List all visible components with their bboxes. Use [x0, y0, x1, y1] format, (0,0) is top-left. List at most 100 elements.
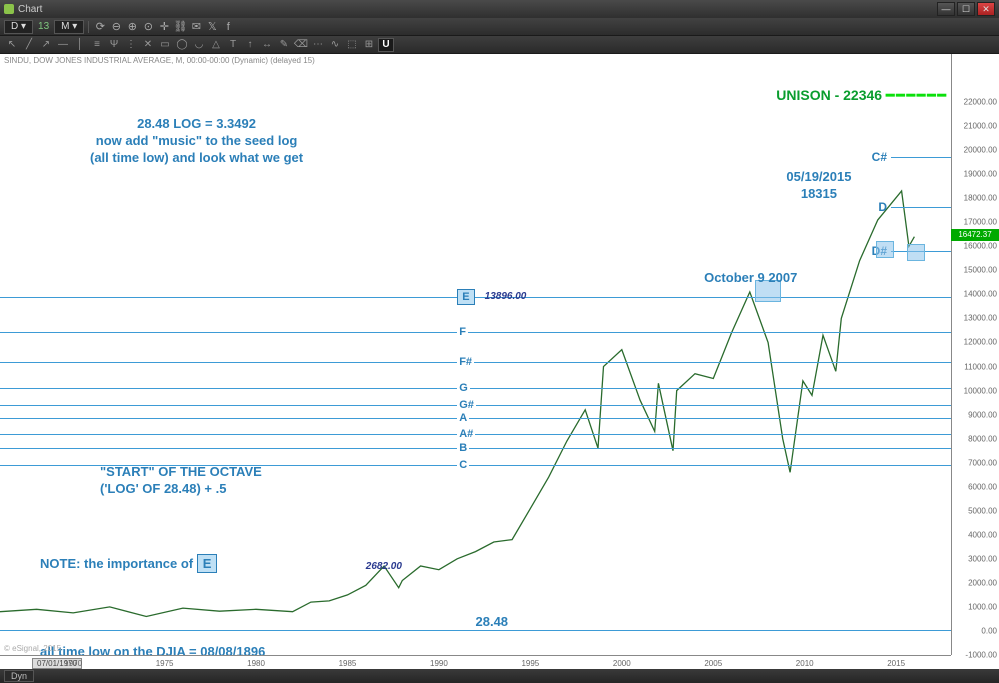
- status-dyn[interactable]: Dyn: [4, 670, 34, 682]
- mode-select[interactable]: M ▾: [54, 20, 84, 34]
- note-label-A: A: [457, 412, 469, 424]
- note-label-F#: F#: [457, 356, 474, 368]
- note-line-B: [0, 448, 951, 449]
- x-tick: 2005: [704, 659, 722, 668]
- note-e-annotation: NOTE: the importance of E: [40, 556, 217, 573]
- interval-select[interactable]: D ▾: [4, 20, 33, 34]
- note-label-E: E: [457, 289, 474, 305]
- twitter-icon[interactable]: 𝕏: [205, 20, 219, 34]
- x-tick: 1995: [521, 659, 539, 668]
- brush-icon[interactable]: ✎: [276, 38, 292, 52]
- more-2-icon[interactable]: ∿: [327, 38, 343, 52]
- more-4-icon[interactable]: ⊞: [361, 38, 377, 52]
- pointer-tool-icon[interactable]: ↖: [4, 38, 20, 52]
- y-tick: 6000.00: [968, 482, 997, 491]
- y-tick: 13000.00: [964, 314, 997, 323]
- pitchfork-icon[interactable]: Ψ: [106, 38, 122, 52]
- note-line-A#: [0, 434, 951, 435]
- date-2015-annotation: 05/19/201518315: [786, 169, 851, 203]
- eraser-icon[interactable]: ⌫: [293, 38, 309, 52]
- y-tick: 18000.00: [964, 194, 997, 203]
- close-button[interactable]: ✕: [977, 2, 995, 16]
- app-icon: [4, 4, 14, 14]
- unison-annotation: UNISON - 22346 ━ ━ ━ ━ ━ ━: [776, 86, 945, 104]
- facebook-icon[interactable]: f: [221, 20, 235, 34]
- y-tick: 20000.00: [964, 146, 997, 155]
- note-label-B: B: [457, 442, 469, 454]
- app-window: Chart — ☐ ✕ D ▾ 13 M ▾ ⟳ ⊖ ⊕ ⊙ ✛ ⛓ ✉ 𝕏 f…: [0, 0, 999, 683]
- rect-icon[interactable]: ▭: [157, 38, 173, 52]
- zoom-in-icon[interactable]: ⊕: [125, 20, 139, 34]
- right-note-label-C#: C#: [872, 150, 887, 164]
- right-note-line-C#: [891, 157, 951, 158]
- y-tick: 5000.00: [968, 506, 997, 515]
- note-line-F: [0, 332, 951, 333]
- vline-icon[interactable]: │: [72, 38, 88, 52]
- y-tick: 0.00: [981, 626, 997, 635]
- note-label-G#: G#: [457, 399, 476, 411]
- toolbar-primary: D ▾ 13 M ▾ ⟳ ⊖ ⊕ ⊙ ✛ ⛓ ✉ 𝕏 f: [0, 18, 999, 36]
- fib-icon[interactable]: ⋮: [123, 38, 139, 52]
- start-octave-annotation: "START" OF THE OCTAVE('LOG' OF 28.48) + …: [100, 464, 262, 498]
- minimize-button[interactable]: —: [937, 2, 955, 16]
- y-tick: 3000.00: [968, 554, 997, 563]
- hline-icon[interactable]: —: [55, 38, 71, 52]
- y-price-marker: 16472.37: [951, 229, 999, 241]
- interval-num[interactable]: 13: [35, 20, 52, 34]
- note-line-F#: [0, 362, 951, 363]
- highlight-rect-2: [907, 244, 925, 261]
- gann-icon[interactable]: ✕: [140, 38, 156, 52]
- y-tick: 15000.00: [964, 266, 997, 275]
- x-tick: 1985: [339, 659, 357, 668]
- right-note-label-D: D: [878, 200, 887, 214]
- arc-icon[interactable]: ◡: [191, 38, 207, 52]
- y-tick: 7000.00: [968, 458, 997, 467]
- y-tick: 11000.00: [964, 362, 997, 371]
- mail-icon[interactable]: ✉: [189, 20, 203, 34]
- y-tick: 10000.00: [964, 386, 997, 395]
- y-tick: 4000.00: [968, 530, 997, 539]
- note-line-A: [0, 418, 951, 419]
- toolbar-drawing: ↖ ╱ ↗ — │ ≡ Ψ ⋮ ✕ ▭ ◯ ◡ △ T ↑ ↔ ✎ ⌫ ⋯ ∿ …: [0, 36, 999, 54]
- highlight-rect-1: [876, 241, 894, 258]
- y-tick: 8000.00: [968, 434, 997, 443]
- plot-region[interactable]: E13896.00FF#GG#AA#BCC#DD#UNISON - 22346 …: [0, 66, 951, 655]
- statusbar: Dyn: [0, 669, 999, 683]
- triangle-icon[interactable]: △: [208, 38, 224, 52]
- y-tick: 9000.00: [968, 410, 997, 419]
- header-annotation: 28.48 LOG = 3.3492now add "music" to the…: [90, 116, 303, 167]
- x-tick: 2010: [796, 659, 814, 668]
- refresh-icon[interactable]: ⟳: [93, 20, 107, 34]
- arrow-icon[interactable]: ↑: [242, 38, 258, 52]
- link-icon[interactable]: ⛓: [173, 20, 187, 34]
- y-axis: -1000.000.001000.002000.003000.004000.00…: [951, 54, 999, 655]
- y-tick: 12000.00: [964, 338, 997, 347]
- ray-icon[interactable]: ↗: [38, 38, 54, 52]
- unison-tool[interactable]: U: [378, 38, 394, 52]
- zoom-out-icon[interactable]: ⊖: [109, 20, 123, 34]
- chart-info-line: SINDU, DOW JONES INDUSTRIAL AVERAGE, M, …: [4, 56, 315, 65]
- x-axis: 07/01/1970 19701975198019851990199520002…: [0, 655, 951, 669]
- y-tick: 22000.00: [964, 98, 997, 107]
- maximize-button[interactable]: ☐: [957, 2, 975, 16]
- trend-line-icon[interactable]: ╱: [21, 38, 37, 52]
- measure-icon[interactable]: ↔: [259, 38, 275, 52]
- ellipse-icon[interactable]: ◯: [174, 38, 190, 52]
- y-tick: 2000.00: [968, 578, 997, 587]
- channel-icon[interactable]: ≡: [89, 38, 105, 52]
- chart-area[interactable]: SINDU, DOW JONES INDUSTRIAL AVERAGE, M, …: [0, 54, 999, 669]
- window-title: Chart: [18, 4, 42, 15]
- x-tick: 1990: [430, 659, 448, 668]
- text-tool-icon[interactable]: T: [225, 38, 241, 52]
- more-1-icon[interactable]: ⋯: [310, 38, 326, 52]
- note-label-A#: A#: [457, 428, 475, 440]
- more-3-icon[interactable]: ⬚: [344, 38, 360, 52]
- x-tick: 2000: [613, 659, 631, 668]
- zoom-reset-icon[interactable]: ⊙: [141, 20, 155, 34]
- y-tick: 21000.00: [964, 122, 997, 131]
- note-label-G: G: [457, 382, 470, 394]
- note-label-F: F: [457, 326, 468, 338]
- crosshair-icon[interactable]: ✛: [157, 20, 171, 34]
- right-note-line-D: [891, 207, 951, 208]
- y-tick: 19000.00: [964, 170, 997, 179]
